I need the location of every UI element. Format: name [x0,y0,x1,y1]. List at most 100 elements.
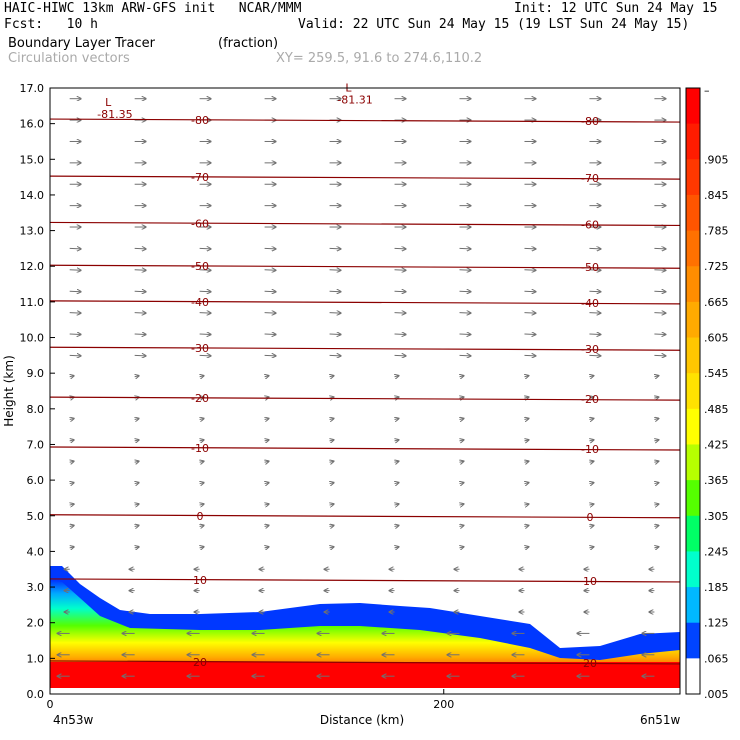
wind-vector [524,334,535,335]
colorbar-label: .905 [704,153,729,166]
wind-vector [70,461,74,462]
colorbar-label: .665 [704,296,729,309]
colorbar-swatch [686,230,700,267]
colorbar-swatch [686,337,700,374]
wind-vector [134,291,146,292]
wind-vector [199,270,211,271]
wind-vector [70,419,74,420]
header-title: HAIC-HIWC 13km ARW-GFS init NCAR/MMM [4,1,302,16]
colorbar-swatch [686,480,700,517]
wind-vector [524,270,535,271]
wind-vector [200,547,204,548]
wind-vector [395,461,399,462]
left-endpoint-label: 4n53w [53,713,94,727]
isotherm-label: -30 [581,343,599,356]
wind-vector [264,270,276,271]
plot-frame [49,87,681,695]
colorbar-swatch [686,551,700,588]
wind-vector [654,483,658,484]
wind-vector [589,440,593,441]
isotherm-label: -20 [191,392,209,405]
isotherm-label: 0 [587,511,594,524]
isotherm-label: -50 [581,261,599,274]
wind-vector [135,461,139,462]
x-axis-label: Distance (km) [320,713,404,727]
wind-vector [460,461,464,462]
wind-vector [329,291,341,292]
tracer-region-saturated [50,662,680,690]
wind-vector [460,440,464,441]
wind-vector [459,334,471,335]
colorbar-frame [685,87,701,695]
wind-vector [589,419,593,420]
overlay-name: Circulation vectors [8,51,130,66]
wind-vector [329,334,341,335]
wind-vector [264,248,276,249]
colorbar-swatch [686,266,700,303]
wind-vector [135,440,139,441]
wind-vector [654,376,658,377]
wind-vector [330,483,334,484]
wind-vector [199,334,211,335]
isotherm-line [49,118,681,123]
y-tick-label: 7.0 [27,438,45,451]
colorbar-swatch [686,515,700,552]
wind-vector [589,461,593,462]
isotherm-label: -10 [581,443,599,456]
wind-vector [70,483,74,484]
y-tick-label: 16.0 [20,118,45,131]
wind-vector [200,376,204,377]
wind-vector [265,440,269,441]
y-axis-label: Height (km) [2,355,16,426]
isotherm-label: 20 [583,657,597,670]
wind-vector [199,291,211,292]
isotherm-line [49,175,681,180]
colorbar-label: .845 [704,189,729,202]
wind-vector [460,419,464,420]
y-tick-label: 5.0 [27,510,45,523]
wind-vector [524,547,528,548]
wind-vector [395,397,399,398]
wind-vector [589,334,600,335]
colorbar-label: .125 [704,617,729,630]
wind-vector [135,525,139,526]
colorbar-swatch [686,587,700,624]
wind-vector [329,270,341,271]
isotherm-line [49,396,681,401]
isotherm-line [49,578,681,583]
wind-vector [394,334,406,335]
low-marker: L [105,96,112,109]
colorbar-swatch [686,301,700,339]
wind-vector [134,270,146,271]
circulation-vectors [58,99,666,676]
temperature-contours: -80 -80 -70 -70 -60 -60 -50 -50 -40 -40 -30 -30 -20 -… [49,82,681,670]
isotherm-label: -40 [191,296,209,309]
wind-vector [395,419,399,420]
wind-vector [524,504,528,505]
wind-vector [460,504,464,505]
wind-vector [394,313,406,314]
wind-vector [330,504,334,505]
wind-vector [524,419,528,420]
wind-vector [330,547,334,548]
low-value: -81.35 [97,108,132,121]
isotherm-label: -30 [191,342,209,355]
wind-vector [265,376,269,377]
wind-vector [589,483,593,484]
cross-section-coords: XY= 259.5, 91.6 to 274.6,110.2 [276,51,483,66]
y-tick-label: 17.0 [20,82,45,95]
isotherm-label: -10 [191,442,209,455]
colorbar-label: .725 [704,260,729,273]
wind-vector [329,355,341,356]
wind-vector [134,334,146,335]
y-tick-label: 10.0 [20,332,45,345]
wind-vector [589,270,600,271]
y-tick-label: 13.0 [20,225,45,238]
isotherm-label: -80 [581,115,599,128]
wind-vector [69,248,81,249]
wind-vector [395,376,399,377]
isotherm-line [49,514,681,519]
y-axis-ticks: 17.0 16.0 15.0 14.0 13.0 12.0 11.0 10.0 9.0 8.0 7.… [20,82,55,701]
wind-vector [264,291,276,292]
